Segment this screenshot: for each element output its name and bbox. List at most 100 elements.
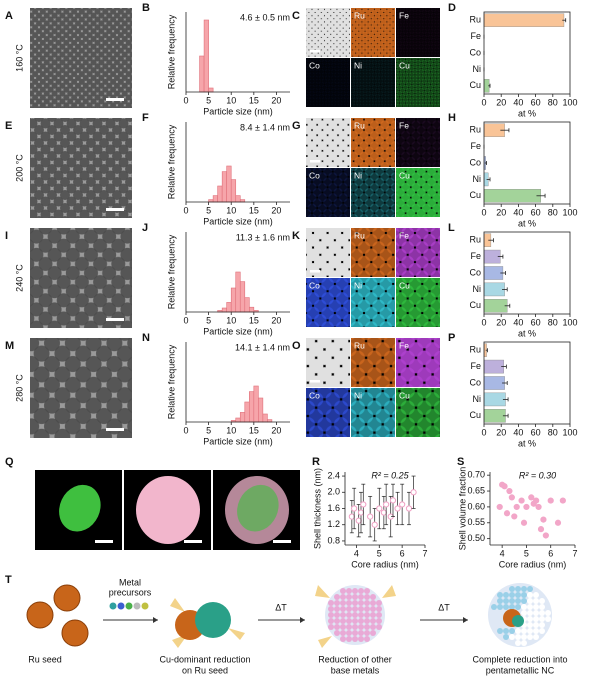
y-tick-label: 0.55 [467,517,485,527]
histogram-bar [221,171,227,203]
x-axis-label: Particle size (nm) [203,436,273,446]
atom [334,624,340,630]
x-tick-label: 20 [271,425,281,435]
point [559,497,566,504]
eds-map-signal [306,388,350,437]
atom [533,622,539,628]
annotation: 11.3 ± 1.6 nm [236,232,290,242]
atom [358,624,364,630]
atom [521,640,527,646]
y-axis-label: Relative frequency [166,344,176,419]
atom [509,604,515,610]
panel-letter: R [312,456,320,468]
bar [483,392,506,407]
point [528,494,535,501]
x-tick-label: 0 [183,95,188,105]
panel-letter: K [292,230,300,242]
x-tick-label: 80 [548,97,558,107]
atom [539,604,545,610]
element-label: Fe [399,10,409,20]
histogram-bar [208,87,214,93]
panel-letter: F [142,112,149,124]
histogram-bar [249,306,255,313]
point [371,521,378,528]
atom [328,618,334,624]
x-tick-label: 5 [206,95,211,105]
annotation: 4.6 ± 0.5 nm [240,12,290,22]
atom [328,612,334,618]
eds-map-signal [396,8,440,57]
point [542,532,549,539]
eds-map-signal [351,278,395,327]
atom [370,612,376,618]
stage-label: pentametallic NC [486,665,555,675]
eds-map-signal [351,168,395,217]
element-label: Cu [399,170,410,180]
atom [503,634,509,640]
atom [352,588,358,594]
y-tick-label: 0.65 [467,485,485,495]
heat-label: ΔT [438,602,450,612]
point [405,505,413,512]
x-tick-label: 5 [206,315,211,325]
atom [497,592,503,598]
atom [370,594,376,600]
x-tick-label: 40 [513,97,523,107]
category-label: Ni [473,174,482,184]
panel-letter: C [292,10,300,22]
x-tick-label: 10 [226,315,236,325]
histogram-bar [230,287,237,313]
bar [483,266,504,280]
y-tick-label: 0.60 [467,501,485,511]
atom [533,634,539,640]
atom [346,612,352,618]
element-label: Ru [354,120,365,130]
x-tick-label: 15 [249,425,259,435]
category-label: Ni [473,284,482,294]
x-tick-label: 6 [548,548,553,558]
category-label: Fe [470,31,481,41]
x-tick-label: 80 [548,317,558,327]
atom [515,634,521,640]
atom [352,600,358,606]
eds-map-signal [396,58,440,107]
x-tick-label: 100 [562,97,577,107]
atom [376,612,382,618]
atom [521,586,527,592]
error-bar [486,177,491,182]
atom [497,628,503,634]
x-axis-label: at % [518,108,536,118]
error-bar [500,271,506,275]
eds-map-signal [306,168,350,217]
atom [521,610,527,616]
atom [340,624,346,630]
atom [503,604,509,610]
y-axis-label: Shell thickness (nm) [312,468,322,549]
point [518,497,525,504]
x-tick-label: 80 [548,207,558,217]
atom [334,612,340,618]
eds-map-signal [396,118,440,167]
shell-render [136,476,200,544]
element-label: Ni [354,170,362,180]
atom [346,594,352,600]
atom [509,598,515,604]
eds-map-signal [396,338,440,387]
scale-bar [106,428,124,431]
atom [358,636,364,642]
point [540,516,547,523]
category-label: Co [469,267,481,277]
x-tick-label: 7 [422,548,427,558]
precursor [117,602,125,610]
eds-map-signal [306,8,350,57]
beam [315,585,396,648]
y-axis-label: Relative frequency [166,14,176,89]
element-label: Ru [354,230,365,240]
point [355,517,362,524]
atom [503,598,509,604]
atom [346,600,352,606]
atom [352,618,358,624]
element-label: Ru [354,10,365,20]
atom [364,600,370,606]
error-bar [502,287,508,292]
